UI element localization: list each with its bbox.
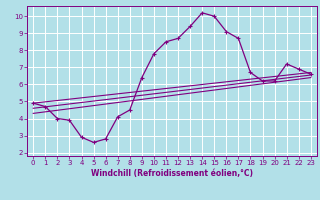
- X-axis label: Windchill (Refroidissement éolien,°C): Windchill (Refroidissement éolien,°C): [91, 169, 253, 178]
